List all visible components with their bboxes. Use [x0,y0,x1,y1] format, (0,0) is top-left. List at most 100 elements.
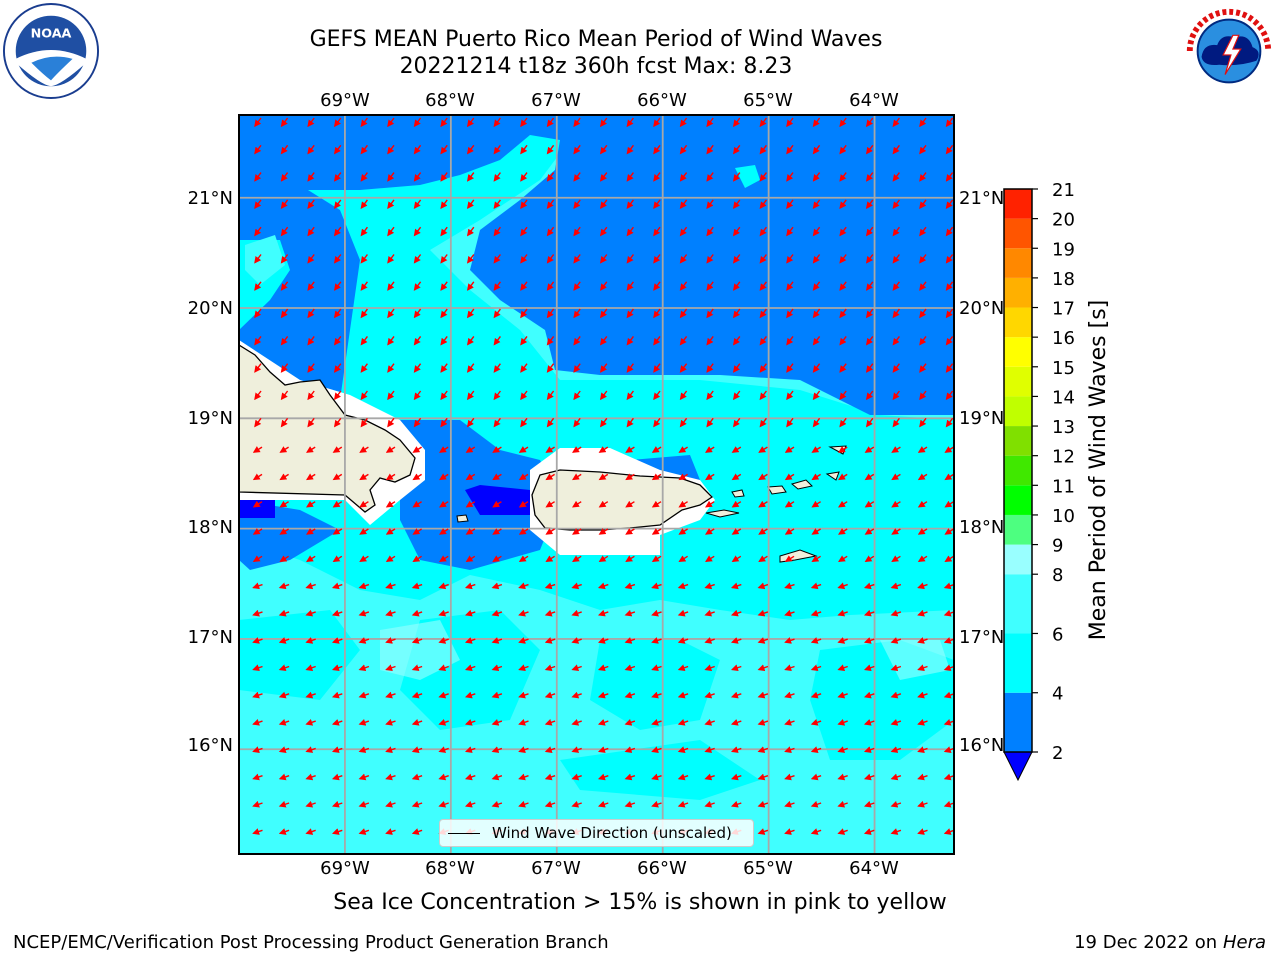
wind-arrow [704,609,715,617]
wind-arrow [305,664,316,672]
wind-arrow [943,719,954,726]
wind-arrow [651,473,662,481]
wind-arrow [917,691,928,699]
wind-arrow [331,719,343,726]
wind-arrow [892,390,900,401]
wind-arrow [757,691,769,699]
wind-arrow [784,691,795,699]
wind-arrow [597,582,609,590]
wind-arrow [653,172,661,182]
lon-label-top: 65°W [743,90,793,111]
wind-arrow [784,773,795,781]
wind-arrow [759,226,767,237]
colorbar-swatch [1004,277,1032,308]
wind-arrow [865,199,874,210]
wind-arrow [465,473,476,481]
wind-arrow [890,719,902,726]
wind-arrow [945,172,954,182]
wind-arrow [464,691,476,699]
wind-arrow [651,691,662,699]
wind-arrow [892,335,900,346]
wind-arrow [520,199,528,210]
wind-arrow [679,308,688,319]
wind-arrow [385,746,396,753]
wind-arrow [359,555,369,563]
wind-arrow [891,555,901,563]
wind-arrow [943,828,954,835]
wind-arrow [385,828,396,835]
wind-arrow [280,254,289,264]
wind-arrow [492,446,502,453]
lon-label-bottom: 67°W [531,858,581,879]
wind-arrow [545,528,555,535]
wind-arrow [863,637,875,644]
wind-arrow [651,609,662,617]
wind-arrow [837,719,848,726]
wind-arrow [865,144,874,155]
wind-arrow [653,390,661,401]
wind-arrow [758,555,768,563]
colorbar-tick-label: 13 [1052,417,1075,438]
colorbar-tick-label: 6 [1052,624,1063,645]
wind-arrow [651,555,662,563]
wind-arrow [784,664,795,672]
wind-arrow [305,719,316,726]
wind-arrow [837,664,848,672]
wind-arrow [890,773,902,781]
wind-arrow [332,500,343,508]
wind-arrow [677,719,689,726]
wind-arrow [786,417,794,428]
wind-arrow [411,691,423,699]
wind-arrow [305,637,316,644]
wind-arrow [732,363,741,373]
wind-arrow [704,746,715,753]
wind-arrow [387,172,395,182]
wind-arrow [759,172,767,182]
wind-arrow [624,609,636,617]
wind-arrow [438,773,449,781]
wind-arrow [679,144,688,155]
wind-arrow [332,446,343,453]
wind-arrow [413,117,422,128]
wind-arrow [333,281,342,291]
wind-arrow [917,473,928,481]
wind-arrow [254,390,262,401]
wind-arrow [413,144,422,155]
wind-arrow [385,800,396,808]
lon-label-bottom: 66°W [637,858,687,879]
wind-arrow [626,172,634,182]
colorbar-tick-label: 11 [1052,476,1075,497]
wind-arrow [945,226,954,237]
wind-arrow [331,800,343,808]
wind-arrow [786,390,794,401]
wind-arrow [331,609,343,617]
wind-arrow [706,390,714,401]
wind-arrow [678,500,688,508]
wind-arrow [305,582,316,590]
wind-arrow [837,691,848,699]
wind-arrow [440,226,448,237]
wind-arrow [730,609,742,617]
wind-arrow [546,281,555,291]
wind-arrow [730,664,742,672]
wind-arrow [438,691,449,699]
wind-arrow [598,473,609,481]
wind-arrow [440,199,448,210]
map-frame [238,114,955,855]
wind-arrow [679,117,688,128]
wind-arrow [865,226,874,237]
wind-arrow [440,117,448,128]
wind-arrow [279,446,289,453]
wind-arrow [520,144,528,155]
wind-arrow [732,254,741,264]
wind-arrow [360,144,368,155]
wind-arrow [493,390,501,401]
wind-arrow [624,637,636,644]
colorbar-tick-label: 17 [1052,299,1075,320]
wind-arrow [786,144,794,155]
wind-arrow [811,500,821,508]
wind-arrow [784,473,795,481]
wind-arrow [466,308,475,319]
wind-arrow [784,800,795,808]
wind-arrow [492,500,502,508]
